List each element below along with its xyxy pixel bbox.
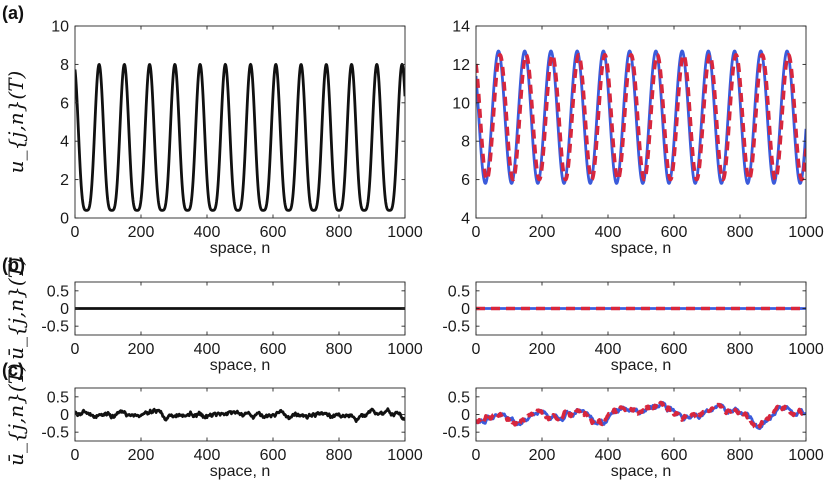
x-tick-label: 400 <box>194 341 221 358</box>
y-tick-label: 4 <box>461 211 470 228</box>
x-tick-label: 0 <box>71 447 80 464</box>
y-tick-label: 0.5 <box>47 283 69 300</box>
y-tick-label: 8 <box>461 134 470 151</box>
x-tick-label: 800 <box>326 224 353 241</box>
x-tick-label: 200 <box>529 447 556 464</box>
x-tick-label: 800 <box>727 447 754 464</box>
x-tick-label: 600 <box>661 224 688 241</box>
y-tick-label: -0.5 <box>442 319 470 336</box>
series-solid-blue-a-right <box>476 49 806 185</box>
x-axis-label: space, n <box>210 357 270 374</box>
y-tick-label: 6 <box>461 172 470 189</box>
y-tick-label: 0 <box>461 301 470 318</box>
x-tick-label: 600 <box>260 224 287 241</box>
x-tick-label: 0 <box>71 224 80 241</box>
x-tick-label: 1000 <box>387 224 423 241</box>
x-axis-label: space, n <box>611 357 671 374</box>
x-tick-label: 200 <box>529 341 556 358</box>
y-tick-label: 12 <box>452 57 470 74</box>
y-tick-label: 14 <box>452 19 470 36</box>
y-axis-label: u_{j,n}(T) <box>4 71 28 174</box>
x-tick-label: 800 <box>326 447 353 464</box>
panel-label-b: (b) <box>2 255 25 275</box>
y-tick-label: -0.5 <box>41 425 69 442</box>
x-tick-label: 600 <box>260 447 287 464</box>
axes-box <box>475 25 807 219</box>
x-axis-label: space, n <box>210 240 270 257</box>
y-axis-label: ū_{j,n}(T) <box>4 257 28 360</box>
x-tick-label: 1000 <box>387 447 423 464</box>
x-axis-label: space, n <box>611 240 671 257</box>
x-tick-label: 200 <box>128 447 155 464</box>
y-tick-label: 0 <box>60 407 69 424</box>
x-tick-label: 200 <box>128 224 155 241</box>
y-tick-label: 0 <box>60 211 69 228</box>
y-tick-label: 0 <box>461 407 470 424</box>
x-tick-label: 800 <box>727 341 754 358</box>
series-solid-blue-c-right <box>476 401 806 431</box>
subplot-a-right: 0 200 400 600 800 1000 4 6 8 10 12 14 space, n <box>452 19 824 258</box>
x-tick-label: 200 <box>529 224 556 241</box>
x-tick-label: 400 <box>595 224 622 241</box>
series-solid-black-c-left <box>75 407 405 423</box>
y-tick-label: 0.5 <box>47 389 69 406</box>
y-tick-label: 10 <box>452 95 470 112</box>
x-tick-label: 0 <box>472 224 481 241</box>
x-tick-label: 1000 <box>788 341 824 358</box>
x-tick-label: 1000 <box>387 341 423 358</box>
x-tick-label: 600 <box>661 341 688 358</box>
y-tick-label: 2 <box>60 172 69 189</box>
x-axis-label: space, n <box>210 463 270 480</box>
series-dashed-red-a-right <box>476 53 806 182</box>
y-tick-label: -0.5 <box>442 425 470 442</box>
y-tick-label: -0.5 <box>41 319 69 336</box>
series-solid-black-a-left <box>75 63 405 212</box>
y-tick-label: 8 <box>60 57 69 74</box>
x-tick-label: 800 <box>727 224 754 241</box>
y-tick-label: 0.5 <box>448 389 470 406</box>
y-tick-label: 4 <box>60 134 69 151</box>
panel-label-c: (c) <box>2 360 24 380</box>
x-tick-label: 200 <box>128 341 155 358</box>
x-tick-label: 0 <box>472 341 481 358</box>
x-tick-label: 1000 <box>788 447 824 464</box>
series-dashed-red-c-right <box>476 400 806 431</box>
x-tick-label: 0 <box>71 341 80 358</box>
y-tick-label: 6 <box>60 95 69 112</box>
x-tick-label: 400 <box>595 447 622 464</box>
x-tick-label: 400 <box>194 447 221 464</box>
x-tick-label: 0 <box>472 447 481 464</box>
x-tick-label: 600 <box>260 341 287 358</box>
y-tick-label: 0.5 <box>448 283 470 300</box>
axes-box <box>74 25 406 219</box>
x-tick-label: 400 <box>595 341 622 358</box>
y-tick-label: 0 <box>60 301 69 318</box>
y-axis-label: ū_{j,n}(T) <box>4 363 28 466</box>
panel-label-a: (a) <box>2 3 24 23</box>
x-tick-label: 1000 <box>788 224 824 241</box>
x-axis-label: space, n <box>611 463 671 480</box>
x-tick-label: 400 <box>194 224 221 241</box>
x-tick-label: 800 <box>326 341 353 358</box>
x-tick-label: 600 <box>661 447 688 464</box>
y-tick-label: 10 <box>51 19 69 36</box>
subplot-a-left: 0 200 400 600 800 1000 0 2 4 6 8 10 space, n u_{j,n}(… <box>4 19 423 258</box>
